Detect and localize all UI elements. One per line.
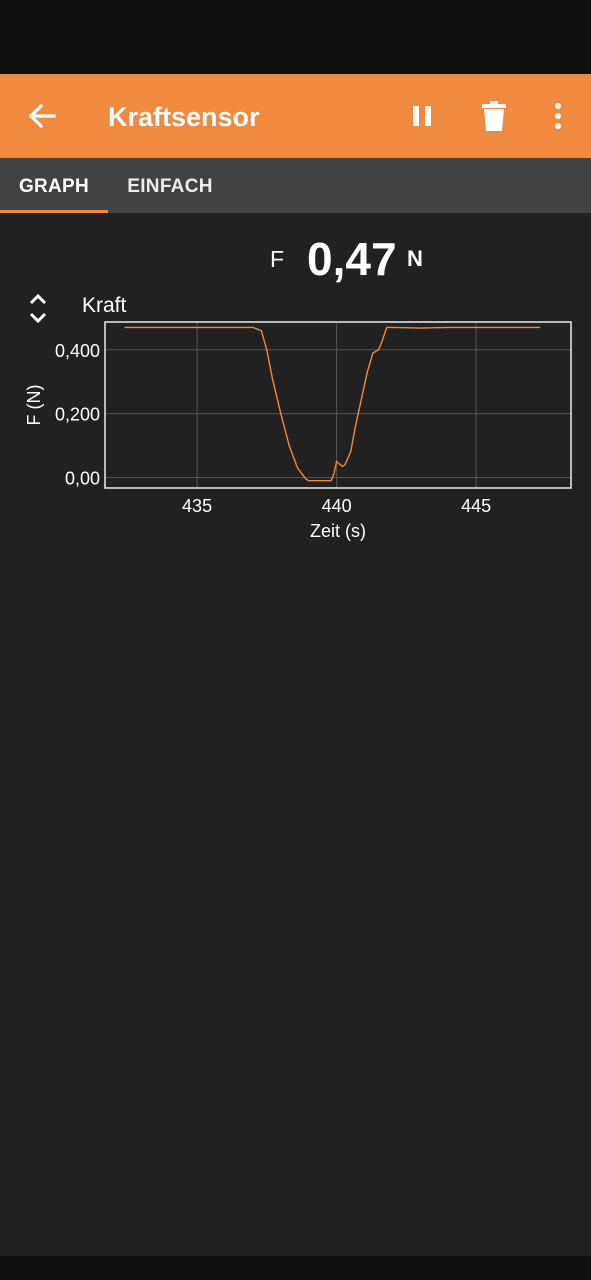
pause-icon xyxy=(413,106,431,126)
graph-title: Kraft xyxy=(82,294,127,317)
x-tick-label: 440 xyxy=(322,496,352,516)
back-button[interactable] xyxy=(22,96,62,136)
more-button[interactable] xyxy=(536,94,580,138)
status-bar xyxy=(0,0,591,74)
navigation-bar xyxy=(0,1256,591,1280)
trash-icon xyxy=(482,101,506,131)
x-tick-labels: 435 440 445 xyxy=(182,496,491,516)
plot-frame xyxy=(104,321,572,489)
tab-bar: GRAPH EINFACH xyxy=(0,158,591,213)
arrow-left-icon xyxy=(28,103,56,129)
readout-symbol: F xyxy=(270,246,285,272)
tab-indicator xyxy=(0,210,108,213)
value-readout: F 0,47 N xyxy=(0,228,591,292)
app-title: Kraftsensor xyxy=(108,102,260,132)
y-axis-label: F (N) xyxy=(24,385,44,426)
y-tick-label: 0,200 xyxy=(55,405,100,425)
tab-einfach[interactable]: EINFACH xyxy=(127,176,213,197)
chart-grid xyxy=(105,322,571,488)
series-line xyxy=(124,326,541,482)
y-tick-label: 0,400 xyxy=(55,341,100,361)
readout-value: 0,47 xyxy=(307,233,397,285)
app-bar: Kraftsensor xyxy=(0,74,591,158)
tab-graph[interactable]: GRAPH xyxy=(18,176,90,197)
readout-unit: N xyxy=(407,246,423,271)
expand-graph-button[interactable] xyxy=(22,292,54,326)
delete-button[interactable] xyxy=(472,94,516,138)
y-tick-labels: 0,00 0,200 0,400 xyxy=(55,341,100,489)
expand-collapse-icon xyxy=(29,293,47,324)
pause-button[interactable] xyxy=(400,94,444,138)
x-axis-label: Zeit (s) xyxy=(310,521,366,541)
y-tick-label: 0,00 xyxy=(65,468,100,488)
x-tick-label: 435 xyxy=(182,496,212,516)
force-chart: 435 440 445 0,00 0,200 0,400 Zeit (s) F (N) xyxy=(24,321,572,541)
more-vertical-icon xyxy=(555,103,561,129)
x-tick-label: 445 xyxy=(461,496,491,516)
